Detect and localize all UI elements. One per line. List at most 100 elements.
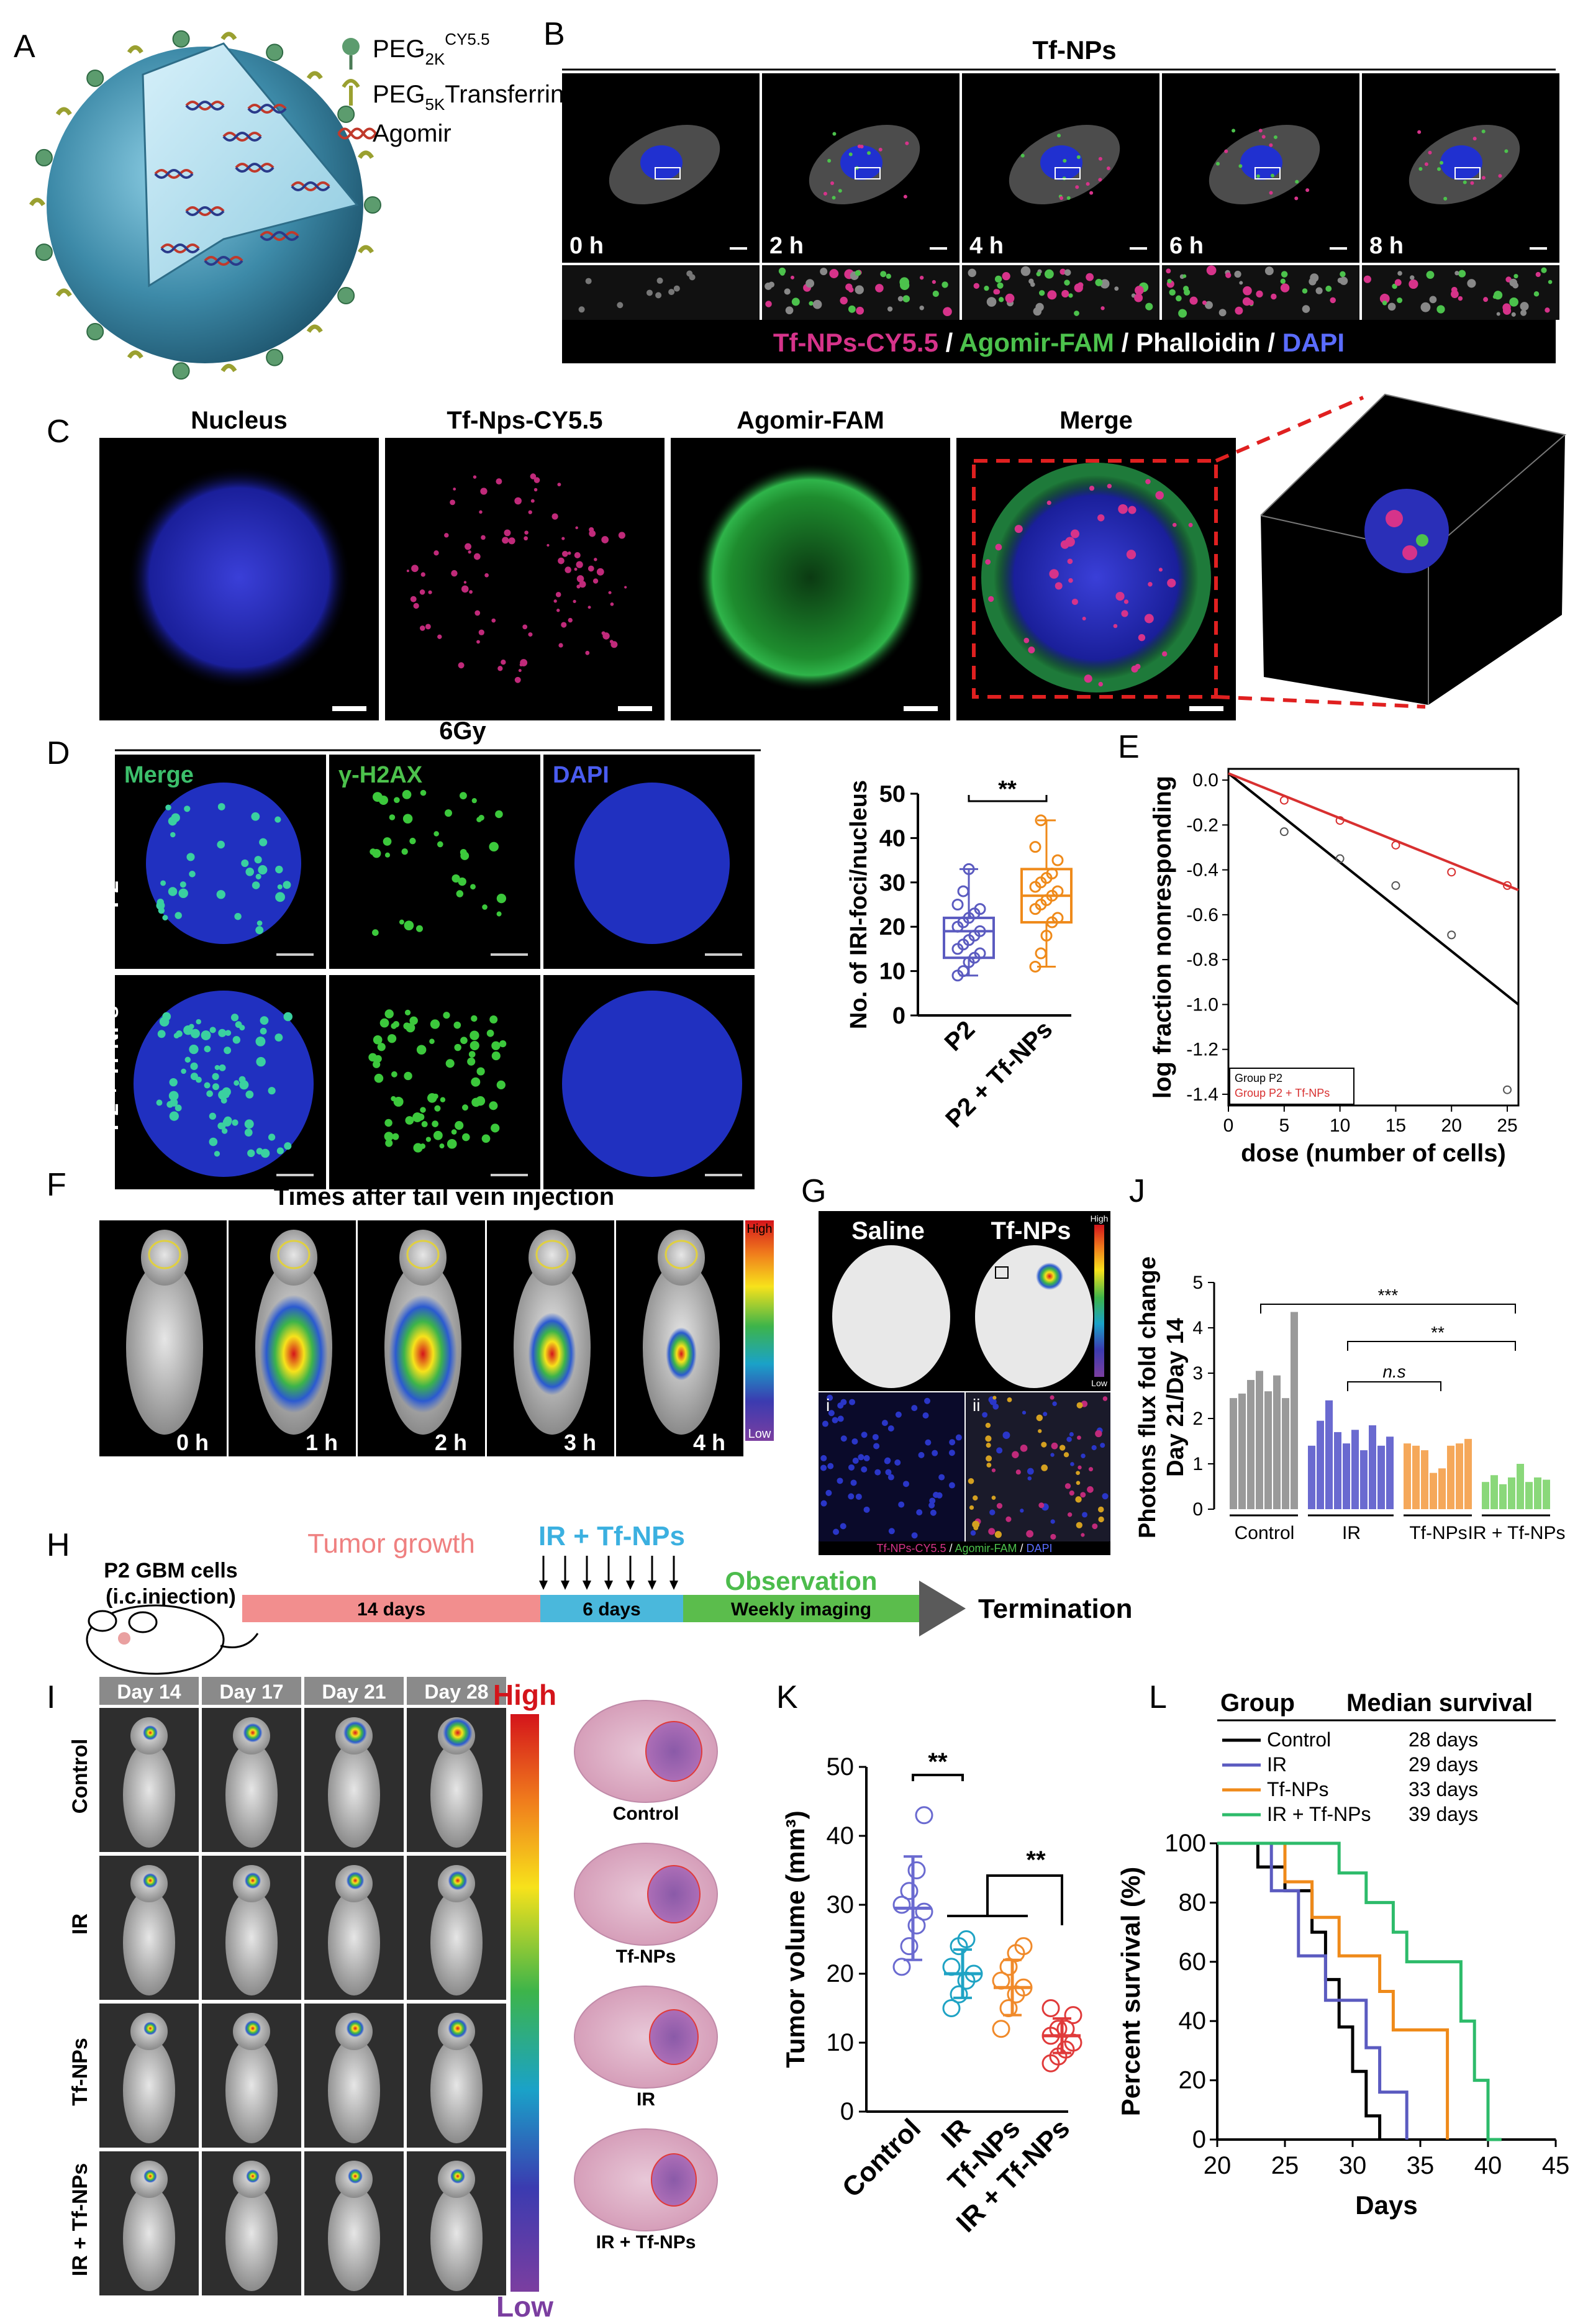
foci-dot (383, 837, 392, 846)
nucleus (1440, 145, 1482, 180)
x-tick-label: 35 (1407, 2152, 1435, 2179)
y-axis-title: No. of IRI-foci/nucleus (846, 780, 872, 1029)
y-tick-label: 50 (879, 781, 905, 807)
agomir-strand (154, 169, 194, 179)
cy55-dot (624, 586, 627, 589)
panel-f-mice: 0 h 1 h 2 h 3 h 4 h (99, 1220, 743, 1456)
dapi-nucleus (911, 1532, 918, 1539)
foci-dot (467, 1057, 476, 1066)
scale-high: High (746, 1222, 772, 1236)
foci-dot (481, 1134, 491, 1143)
signal-dot (1076, 1471, 1080, 1476)
zoom-dot (919, 305, 924, 311)
zoom-dot (1330, 297, 1336, 304)
tumor-signal (448, 2018, 468, 2038)
cy55-dot (444, 533, 449, 538)
signal-dot (1064, 1483, 1071, 1489)
foci-dot (451, 1129, 457, 1135)
data-point (915, 1902, 933, 1921)
agomir-strand (185, 206, 225, 216)
zoom-dot (1184, 289, 1191, 296)
zoom-dot (1436, 305, 1445, 314)
legend-group: Control (1267, 1728, 1331, 1751)
significance-label: ** (928, 1748, 948, 1776)
y-tick-label: -1.0 (1186, 994, 1218, 1015)
foci-dot (186, 853, 195, 861)
signal-dot (1295, 179, 1299, 184)
foci-dot (209, 1137, 218, 1146)
x-tick-label: IR + Tf-NPs (1468, 1523, 1566, 1543)
zoom-dot (1548, 279, 1553, 284)
foci-dot (245, 868, 255, 876)
timeline-observation (683, 1595, 919, 1622)
merge-dot (1113, 624, 1118, 629)
cy55-dot (413, 602, 419, 609)
signal-dot (1232, 129, 1236, 133)
time-label: 0 h (176, 1430, 209, 1455)
brain-roi (277, 1240, 311, 1269)
cy55-dot (468, 550, 471, 554)
dapi-nucleus (887, 1474, 894, 1481)
foci-dot (284, 1142, 292, 1150)
cy55-dot (555, 592, 561, 597)
tumor-region (649, 2009, 699, 2065)
zoom-dot (1340, 271, 1346, 278)
foci-dot (274, 1033, 283, 1042)
fluorescence-signal (260, 1295, 328, 1413)
signal-dot (1086, 182, 1090, 186)
cy55-dot (574, 551, 581, 559)
table-head-group: Group (1220, 1689, 1295, 1717)
group-label: IR (68, 1913, 92, 1935)
dapi-nucleus (820, 1500, 827, 1507)
legend-agomir: Agomir (337, 120, 451, 147)
zoom-dot (941, 281, 948, 288)
x-tick-label: 0 (1223, 1115, 1234, 1136)
caption-part: / (1114, 328, 1136, 357)
panel-c: C Nucleus Tf-Nps-CY5.5 Agomir-FAM Merge (47, 393, 1567, 720)
foci-dot (216, 890, 225, 899)
signal-dot (1087, 1486, 1094, 1493)
foci-dot (430, 1019, 440, 1029)
foci-dot (222, 1118, 232, 1127)
dapi-nucleus (840, 1523, 846, 1530)
peg2k-ligand (337, 106, 355, 124)
bar (1430, 1473, 1437, 1509)
zoom-dot (1541, 267, 1547, 273)
signal-dot (1059, 196, 1064, 200)
cy55-dot (601, 536, 609, 543)
signal-dot (1100, 1443, 1105, 1448)
y-axis-title: Tumor volume (mm³) (781, 1810, 810, 2068)
foci-dot (471, 1077, 481, 1087)
foci-dot (421, 1121, 428, 1128)
zoom-dot (1218, 309, 1227, 317)
dose-arrowhead (539, 1581, 548, 1590)
y-tick-label: -0.4 (1186, 860, 1218, 881)
signal-dot (1059, 1445, 1066, 1451)
bar (1508, 1477, 1515, 1509)
zoom-dot (1086, 273, 1094, 281)
transferrin-ligand (55, 107, 72, 116)
signal-dot (1095, 1430, 1102, 1438)
cy55-dot (588, 606, 591, 609)
merge-dot (1144, 614, 1154, 624)
bar (1247, 1379, 1255, 1509)
foci-dot (256, 1056, 266, 1067)
signal-dot (996, 1447, 1003, 1454)
agomir-strand (160, 243, 200, 253)
foci-dot (158, 907, 165, 914)
section-label: IR + Tf-NPs (596, 2232, 696, 2253)
signal-dot (982, 1412, 988, 1418)
merge-dot (1126, 550, 1137, 560)
signal-dot (992, 1396, 997, 1400)
bar (1377, 1445, 1385, 1509)
merge-dot (1082, 616, 1086, 621)
zoom-dot (791, 297, 800, 306)
dapi-nucleus (918, 1451, 925, 1458)
y-tick-label: 20 (827, 1960, 855, 1987)
zoom-dot (845, 283, 853, 291)
dapi-nucleus (850, 1479, 857, 1486)
agomir-strand (247, 104, 287, 114)
nucleus (640, 145, 683, 180)
tumor-region (647, 1865, 701, 1923)
